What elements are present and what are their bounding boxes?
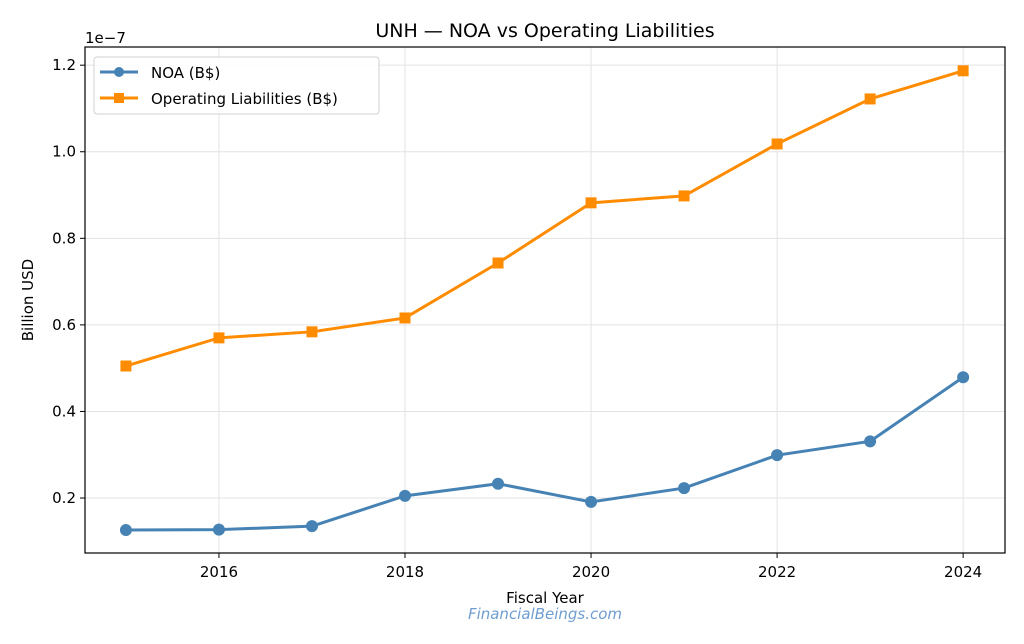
y-tick-label: 0.2 — [52, 489, 76, 507]
series-line-noa — [125, 376, 964, 532]
legend-label-operating-liabilities: Operating Liabilities (B$) — [151, 90, 338, 108]
legend: NOA (B$) Operating Liabilities (B$) — [93, 56, 380, 115]
series-line-operating-liabilities — [125, 69, 964, 368]
data-point-operating-liabilities — [120, 360, 132, 372]
legend-box — [93, 56, 380, 115]
y-tick-label: 1.0 — [52, 143, 76, 161]
watermark: FinancialBeings.com — [468, 605, 622, 623]
data-point-operating-liabilities — [771, 138, 783, 150]
x-tick-label: 2024 — [944, 563, 982, 581]
legend-marker-operating-liabilities — [114, 93, 124, 103]
x-tick-label: 2016 — [200, 563, 238, 581]
ticks: 2016 2018 2020 2022 2024 0.2 0.4 0.6 0.8 1.0 1.2 — [52, 56, 982, 581]
data-point-operating-liabilities — [213, 332, 225, 344]
chart-title: UNH — NOA vs Operating Liabilities — [375, 20, 714, 42]
data-point-noa — [212, 523, 225, 536]
data-point-operating-liabilities — [864, 93, 876, 105]
series-lines — [119, 65, 970, 537]
y-tick-label: 0.4 — [52, 402, 76, 420]
data-point-noa — [678, 482, 691, 495]
legend-marker-noa — [114, 67, 124, 77]
x-tick-label: 2022 — [758, 563, 796, 581]
y-tick-label: 0.6 — [52, 316, 76, 334]
grid — [85, 47, 1005, 553]
data-point-operating-liabilities — [585, 197, 597, 209]
data-point-operating-liabilities — [306, 326, 318, 338]
y-axis-label: Billion USD — [19, 259, 37, 341]
data-point-noa — [771, 449, 784, 462]
plot-frame — [84, 46, 1006, 554]
data-point-noa — [585, 495, 598, 508]
data-point-operating-liabilities — [957, 65, 969, 77]
y-offset-text: 1e−7 — [85, 29, 126, 47]
x-tick-label: 2020 — [572, 563, 610, 581]
data-point-operating-liabilities — [399, 312, 411, 324]
data-point-noa — [399, 489, 411, 502]
y-tick-label: 0.8 — [52, 229, 76, 247]
x-tick-label: 2018 — [386, 563, 424, 581]
data-point-operating-liabilities — [492, 257, 504, 269]
x-axis-label: Fiscal Year — [506, 589, 584, 607]
data-point-noa — [305, 520, 318, 533]
data-point-noa — [957, 371, 970, 384]
y-tick-label: 1.2 — [52, 56, 76, 74]
data-point-noa — [119, 524, 132, 537]
data-point-noa — [492, 477, 505, 490]
data-point-noa — [864, 435, 877, 448]
data-point-operating-liabilities — [678, 190, 690, 202]
legend-label-noa: NOA (B$) — [151, 64, 220, 82]
